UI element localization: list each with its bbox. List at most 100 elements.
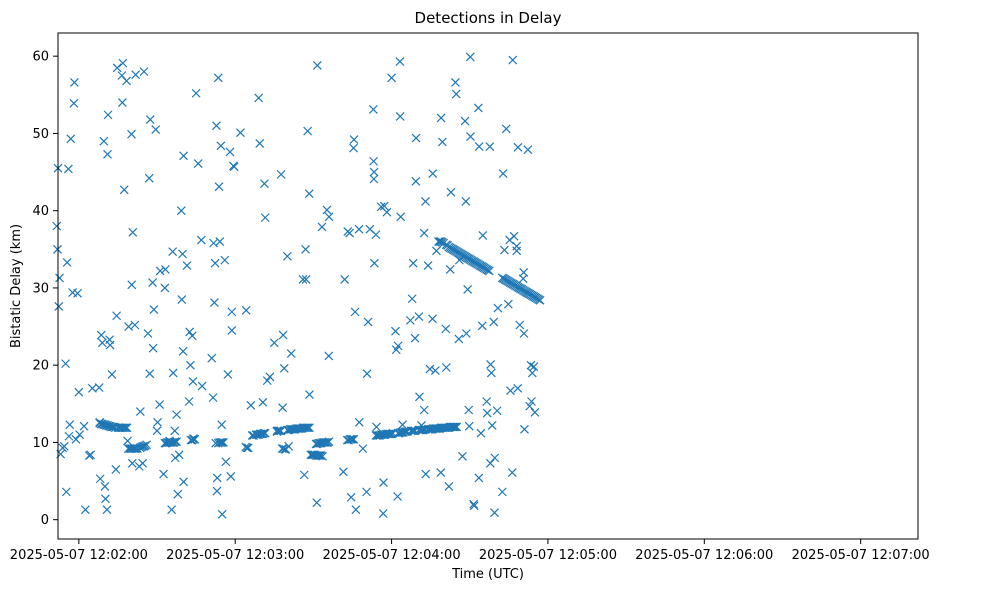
data-point [210,258,220,268]
data-point [428,314,437,324]
data-point [303,126,313,136]
data-point [450,78,460,87]
data-point [128,227,138,237]
data-point [103,110,113,120]
data-point [301,423,311,433]
data-point [317,222,327,232]
data-point [118,58,128,68]
data-point [358,444,368,454]
data-point [393,492,402,501]
data-point [461,196,471,206]
data-point [276,169,286,179]
data-point [286,349,296,359]
data-point [523,145,533,155]
data-point [69,98,79,108]
data-point [301,275,311,284]
data-point [315,451,325,460]
data-point [525,401,535,411]
data-point [269,338,279,348]
data-point [160,283,170,293]
data-point [216,141,226,151]
data-point [473,103,483,113]
data-point [486,359,496,369]
data-point [209,298,219,308]
data-point [273,426,283,436]
data-point [298,275,308,284]
data-point [421,469,431,479]
data-point [100,482,110,491]
data-point [411,176,421,186]
data-point [221,457,231,467]
data-point [395,57,405,67]
data-point [107,370,117,379]
data-point [529,362,539,372]
data-point [322,205,332,215]
data-point [216,438,226,447]
data-point [102,505,112,515]
data-point [215,438,225,447]
data-point [135,407,145,416]
data-point [513,142,523,152]
data-point [53,244,62,254]
y-tick-label: 40 [32,204,49,219]
data-point [159,469,168,479]
data-point [119,185,129,195]
data-point [197,381,207,391]
y-tick-label: 10 [32,436,49,451]
data-point [142,440,152,450]
data-point [469,499,479,509]
data-point [227,325,237,335]
data-point [372,422,381,432]
x-tick-label: 2025-05-07 12:04:00 [323,548,461,563]
data-point [398,420,407,430]
data-point [184,397,194,406]
data-point [75,430,85,440]
data-point [369,156,379,166]
data-point [185,360,195,370]
data-point [217,420,227,430]
data-point [530,407,540,417]
chart-title: Detections in Delay [415,9,562,27]
data-point [519,268,529,277]
data-point [463,285,473,294]
data-point [305,423,314,433]
data-point [207,353,217,363]
data-point [482,397,492,406]
data-point [421,196,430,206]
data-point [178,346,188,356]
data-point [476,428,486,438]
data-point [282,251,292,261]
data-point [259,179,269,189]
data-point [170,437,180,447]
data-point [229,162,239,172]
data-point [258,397,268,407]
data-point [80,505,90,515]
data-point [406,426,416,436]
data-point [396,212,406,222]
data-point [61,487,71,497]
data-point [498,169,508,179]
data-point [492,406,502,416]
data-point [437,137,447,147]
data-point [318,451,327,461]
y-tick-label: 0 [41,513,49,528]
data-point [441,324,451,334]
data-point [254,93,264,103]
data-point [143,329,153,338]
data-point [448,422,458,432]
data-point [464,421,474,431]
data-point [117,98,127,107]
data-point [487,421,497,430]
data-point [519,329,529,338]
x-axis-label: Time (UTC) [451,567,524,582]
data-point [512,246,522,256]
data-point [213,73,223,83]
data-point [527,397,536,406]
data-point [414,312,424,321]
data-point [279,363,289,373]
data-point [127,129,136,139]
data-point [382,207,392,217]
data-point [131,70,141,80]
data-point [217,509,227,519]
